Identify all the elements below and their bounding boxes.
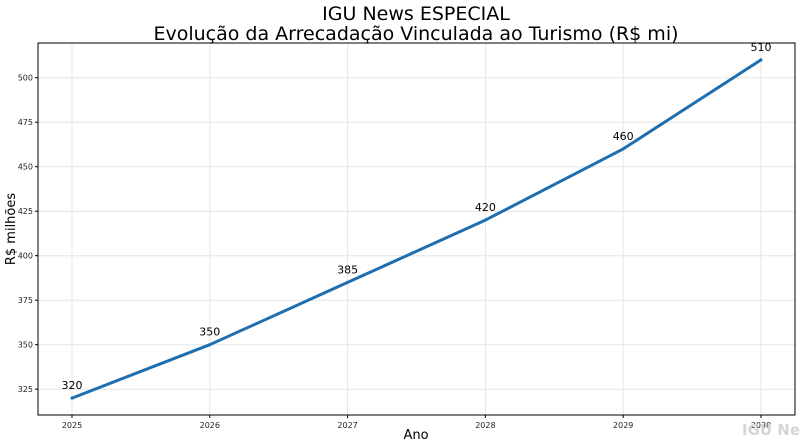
series-line [70,58,763,400]
grid [38,43,795,415]
data-label: 510 [751,41,772,54]
x-tick-label: 2028 [475,421,495,430]
chart-subtitle: Evolução da Arrecadação Vinculada ao Tur… [153,23,678,45]
y-tick-label: 400 [18,252,33,261]
chart-title: IGU News ESPECIAL [322,3,510,25]
x-tick-label: 2026 [200,421,220,430]
series-layer [70,58,763,400]
x-tick-label: 2025 [62,421,82,430]
x-tick-label: 2029 [613,421,633,430]
watermark: IGU Ne [742,421,800,439]
x-tick-label: 2030 [751,421,771,430]
x-axis-label: Ano [403,428,428,443]
data-labels: 320 350 385 420 460 510 [62,41,772,392]
y-tick-label: 375 [18,296,33,305]
y-tick-label: 500 [18,74,33,83]
y-tick-label: 425 [18,207,33,216]
y-tick-label: 350 [18,341,33,350]
data-label: 320 [62,379,83,392]
data-point [621,147,625,151]
data-point [70,396,74,400]
data-point [483,218,487,222]
data-label: 420 [475,201,496,214]
y-axis-ticks: 325 350 375 400 425 450 475 500 [18,74,38,394]
data-point [759,58,763,62]
x-axis-ticks: 2025 2026 2027 2028 2029 2030 [62,415,771,430]
data-point [208,343,212,347]
data-label: 350 [199,326,220,339]
y-axis-label: R$ milhões [4,193,19,266]
y-tick-label: 475 [18,118,33,127]
data-point [346,280,350,284]
plot-area-frame [37,42,796,416]
x-tick-label: 2027 [337,421,357,430]
data-label: 385 [337,263,358,276]
y-tick-label: 325 [18,385,33,394]
y-tick-label: 450 [18,163,33,172]
data-label: 460 [613,130,634,143]
